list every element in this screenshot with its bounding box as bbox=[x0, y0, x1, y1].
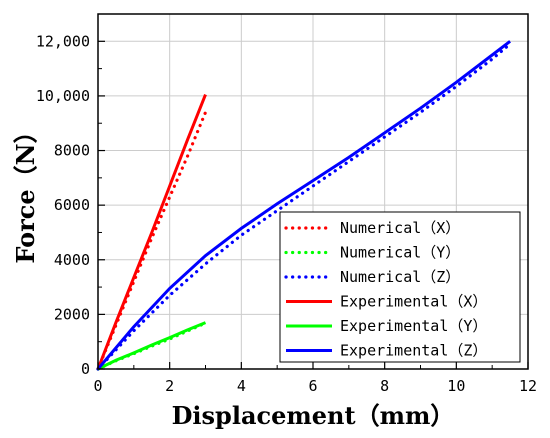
y-tick-label: 4000 bbox=[54, 251, 90, 269]
legend-label-experimental-y: Experimental（Y） bbox=[340, 317, 487, 335]
legend: Numerical（X） Numerical（Y） Numerical（Z） Expe… bbox=[279, 211, 521, 363]
x-tick-label: 6 bbox=[308, 377, 317, 395]
x-axis-title: Displacement（mm） bbox=[172, 401, 455, 430]
legend-label-numerical-y: Numerical（Y） bbox=[340, 244, 460, 262]
y-tick-label: 10,000 bbox=[36, 87, 90, 105]
plot-area bbox=[96, 40, 512, 371]
y-tick-label: 2000 bbox=[54, 305, 90, 323]
y-tick-label: 8000 bbox=[54, 142, 90, 160]
y-tick-label: 12,000 bbox=[36, 32, 90, 50]
legend-label-numerical-z: Numerical（Z） bbox=[340, 268, 460, 286]
x-tick-label: 10 bbox=[447, 377, 465, 395]
x-tick-label: 12 bbox=[519, 377, 537, 395]
x-tick-label: 4 bbox=[237, 377, 246, 395]
x-tick-label: 8 bbox=[380, 377, 389, 395]
y-axis-title: Force（N） bbox=[11, 119, 40, 263]
legend-label-experimental-z: Experimental（Z） bbox=[340, 342, 487, 360]
series-line-experimental-z bbox=[96, 40, 512, 370]
axis-ticks: 0 2 4 6 8 10 12 0 2000 4000 6000 8000 10,000 12,000 bbox=[36, 32, 537, 395]
series-line-experimental-y bbox=[97, 321, 207, 371]
series-line-numerical-z bbox=[96, 42, 512, 371]
x-tick-label: 0 bbox=[93, 377, 102, 395]
legend-box bbox=[279, 211, 521, 363]
y-tick-label: 6000 bbox=[54, 196, 90, 214]
legend-label-numerical-x: Numerical（X） bbox=[340, 219, 460, 237]
x-tick-label: 2 bbox=[165, 377, 174, 395]
y-tick-label: 0 bbox=[81, 360, 90, 378]
legend-label-experimental-x: Experimental（X） bbox=[340, 293, 487, 311]
series-line-experimental-x bbox=[96, 94, 207, 370]
